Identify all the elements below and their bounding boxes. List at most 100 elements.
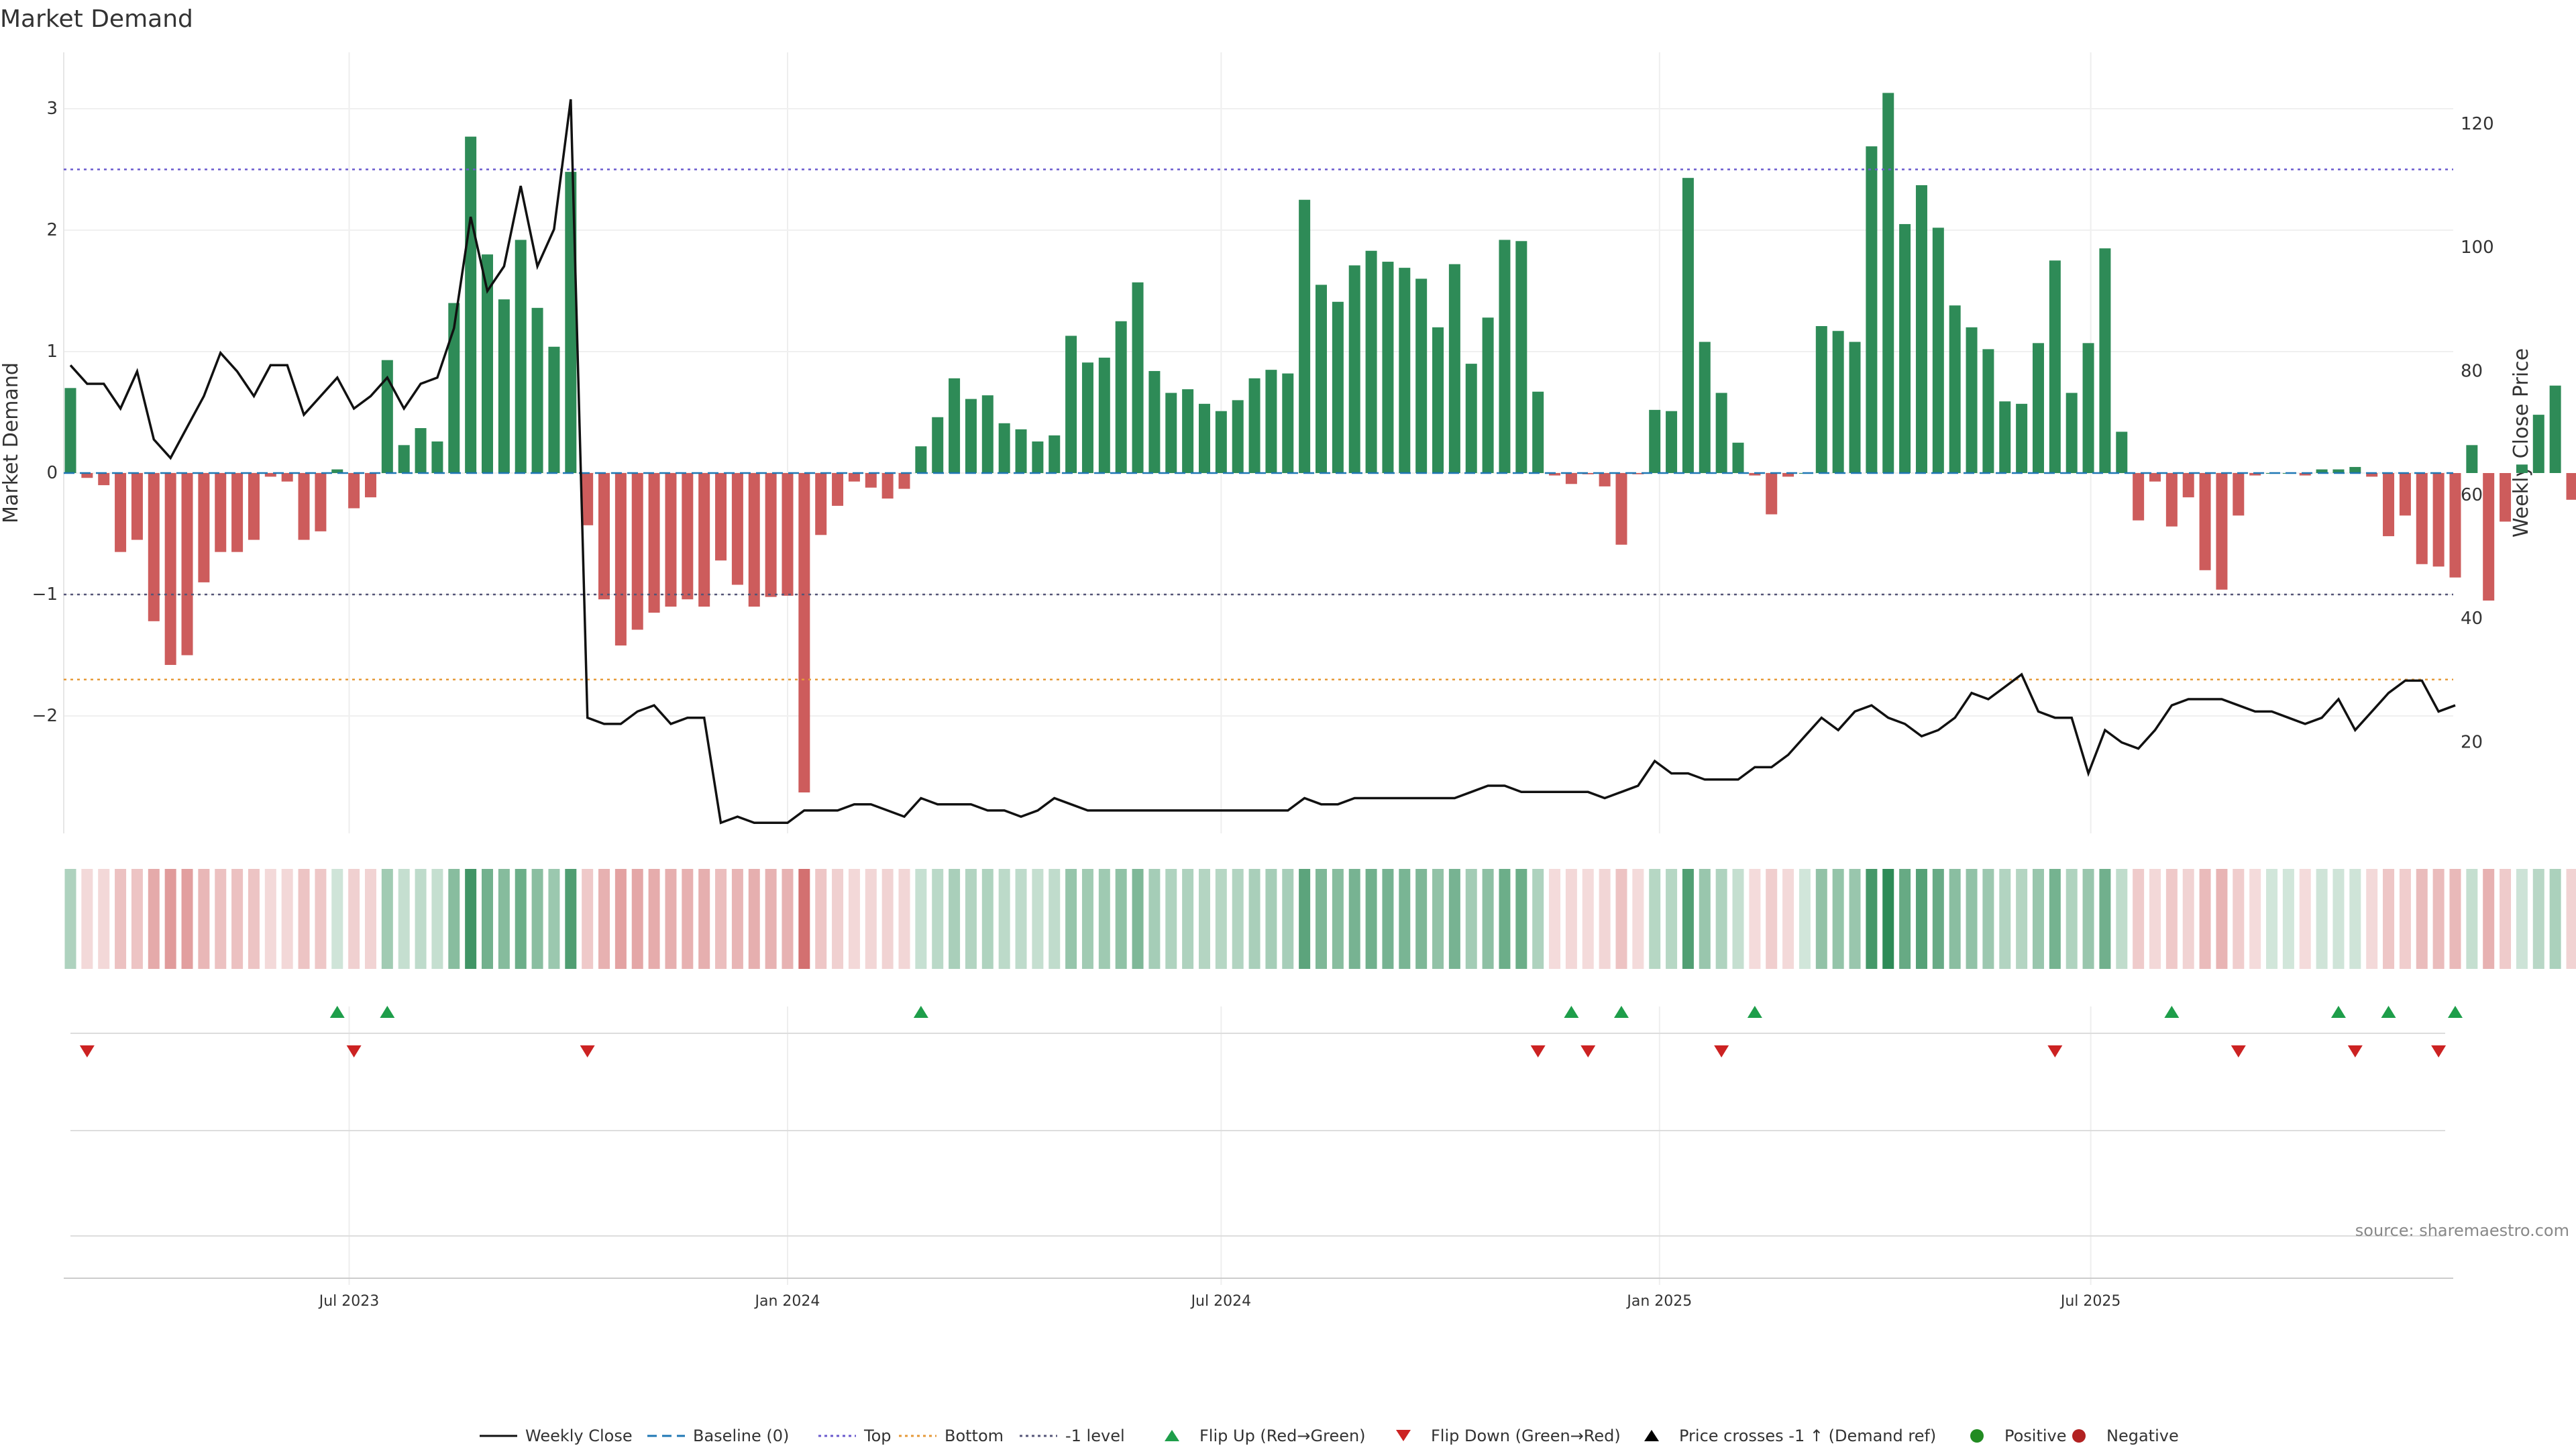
demand-bar xyxy=(2400,473,2411,515)
heatmap-cell xyxy=(1316,869,1327,969)
heatmap-cell xyxy=(2349,869,2361,969)
heatmap-cell xyxy=(1866,869,1877,969)
flip-up-marker xyxy=(380,1006,394,1018)
y-tick-label: 1 xyxy=(46,342,58,362)
heatmap-cell xyxy=(548,869,559,969)
demand-bar xyxy=(1399,268,1410,473)
heatmap-cell xyxy=(1065,869,1077,969)
heatmap-cell xyxy=(1366,869,1377,969)
demand-bar xyxy=(2016,404,2027,473)
heatmap-cell xyxy=(348,869,360,969)
heatmap-cell xyxy=(1966,869,1978,969)
heatmap-cell xyxy=(715,869,727,969)
heatmap-cell xyxy=(1232,869,1244,969)
y2-axis-label: Weekly Close Price xyxy=(2510,348,2533,537)
heatmap-cell xyxy=(1699,869,1711,969)
heatmap-cell xyxy=(582,869,593,969)
heatmap-cell xyxy=(1766,869,1777,969)
heatmap-cell xyxy=(2366,869,2377,969)
demand-bar xyxy=(1332,302,1344,473)
demand-bar xyxy=(2200,473,2211,570)
heatmap-cell xyxy=(81,869,93,969)
legend-label: Weekly Close xyxy=(525,1427,633,1445)
demand-bar xyxy=(2099,248,2110,473)
heatmap-cell xyxy=(2099,869,2110,969)
heatmap-cell xyxy=(2567,869,2576,969)
demand-bar xyxy=(798,473,810,792)
demand-bar xyxy=(1866,146,1877,473)
x-tick-label: Jul 2024 xyxy=(1190,1293,1252,1310)
y-tick-label: 0 xyxy=(46,463,58,483)
heatmap-cell xyxy=(265,869,276,969)
heatmap-cell xyxy=(2249,869,2261,969)
demand-bar xyxy=(2449,473,2461,578)
legend-item: Price crosses -1 ↑ (Demand ref) xyxy=(1644,1427,1936,1445)
heatmap-cell xyxy=(1933,869,1944,969)
demand-bar xyxy=(682,473,693,599)
demand-bar xyxy=(2383,473,2394,536)
demand-bar xyxy=(2066,393,2078,473)
x-tick-label: Jul 2023 xyxy=(318,1293,380,1310)
flip-up-marker xyxy=(914,1006,928,1018)
demand-bar xyxy=(1716,393,1727,473)
heatmap-cell xyxy=(999,869,1010,969)
flip-down-marker xyxy=(1714,1045,1729,1057)
demand-bar xyxy=(982,395,994,473)
demand-bar xyxy=(1382,262,1393,473)
demand-bar xyxy=(932,417,943,473)
heatmap-cell xyxy=(148,869,160,969)
heatmap-cell xyxy=(1515,869,1527,969)
demand-bar xyxy=(1032,442,1043,473)
heatmap-cell xyxy=(815,869,826,969)
heatmap-cell xyxy=(448,869,460,969)
demand-bar xyxy=(1515,241,1527,473)
heatmap-cell xyxy=(215,869,226,969)
heatmap-cell xyxy=(1532,869,1544,969)
demand-bars xyxy=(65,93,2576,792)
heatmap-cell xyxy=(1299,869,1310,969)
heatmap-cell xyxy=(615,869,627,969)
demand-bar xyxy=(582,473,593,525)
demand-heatmap xyxy=(65,869,2576,969)
legend-item: Flip Up (Red→Green) xyxy=(1165,1427,1366,1445)
demand-bar xyxy=(315,473,326,531)
heatmap-cell xyxy=(1566,869,1577,969)
heatmap-cell xyxy=(1733,869,1744,969)
demand-bar xyxy=(2500,473,2511,521)
heatmap-cell xyxy=(932,869,943,969)
demand-bar xyxy=(2349,467,2361,473)
demand-bar xyxy=(215,473,226,552)
heatmap-cell xyxy=(765,869,777,969)
heatmap-cell xyxy=(1833,869,1844,969)
demand-bar xyxy=(915,446,926,473)
demand-bar xyxy=(598,473,610,599)
weekly-close-line xyxy=(70,99,2455,823)
flip-up-marker xyxy=(1748,1006,1762,1018)
heatmap-cell xyxy=(1849,869,1861,969)
demand-bar xyxy=(282,473,293,482)
heatmap-cell xyxy=(2316,869,2328,969)
heatmap-cell xyxy=(1949,869,1961,969)
demand-bar xyxy=(1016,429,1027,473)
demand-bar xyxy=(965,399,977,473)
demand-bar xyxy=(632,473,643,629)
heatmap-cell xyxy=(2166,869,2178,969)
flip-up-marker xyxy=(1614,1006,1629,1018)
heatmap-cell xyxy=(2133,869,2144,969)
heatmap-cell xyxy=(65,869,76,969)
heatmap-cell xyxy=(1282,869,1293,969)
heatmap-cell xyxy=(832,869,843,969)
demand-bar xyxy=(1766,473,1777,515)
flip-down-marker xyxy=(2231,1045,2246,1057)
source-label: source: sharemaestro.com xyxy=(2355,1221,2569,1240)
heatmap-cell xyxy=(2332,869,2344,969)
legend-label: -1 level xyxy=(1065,1427,1125,1445)
heatmap-cell xyxy=(1999,869,2010,969)
heatmap-cell xyxy=(1116,869,1127,969)
legend-item: Flip Down (Green→Red) xyxy=(1396,1427,1621,1445)
heatmap-cell xyxy=(1816,869,1827,969)
legend-label: Flip Down (Green→Red) xyxy=(1431,1427,1621,1445)
demand-bar xyxy=(131,473,143,540)
demand-bar xyxy=(532,308,543,473)
demand-bar xyxy=(2216,473,2227,590)
